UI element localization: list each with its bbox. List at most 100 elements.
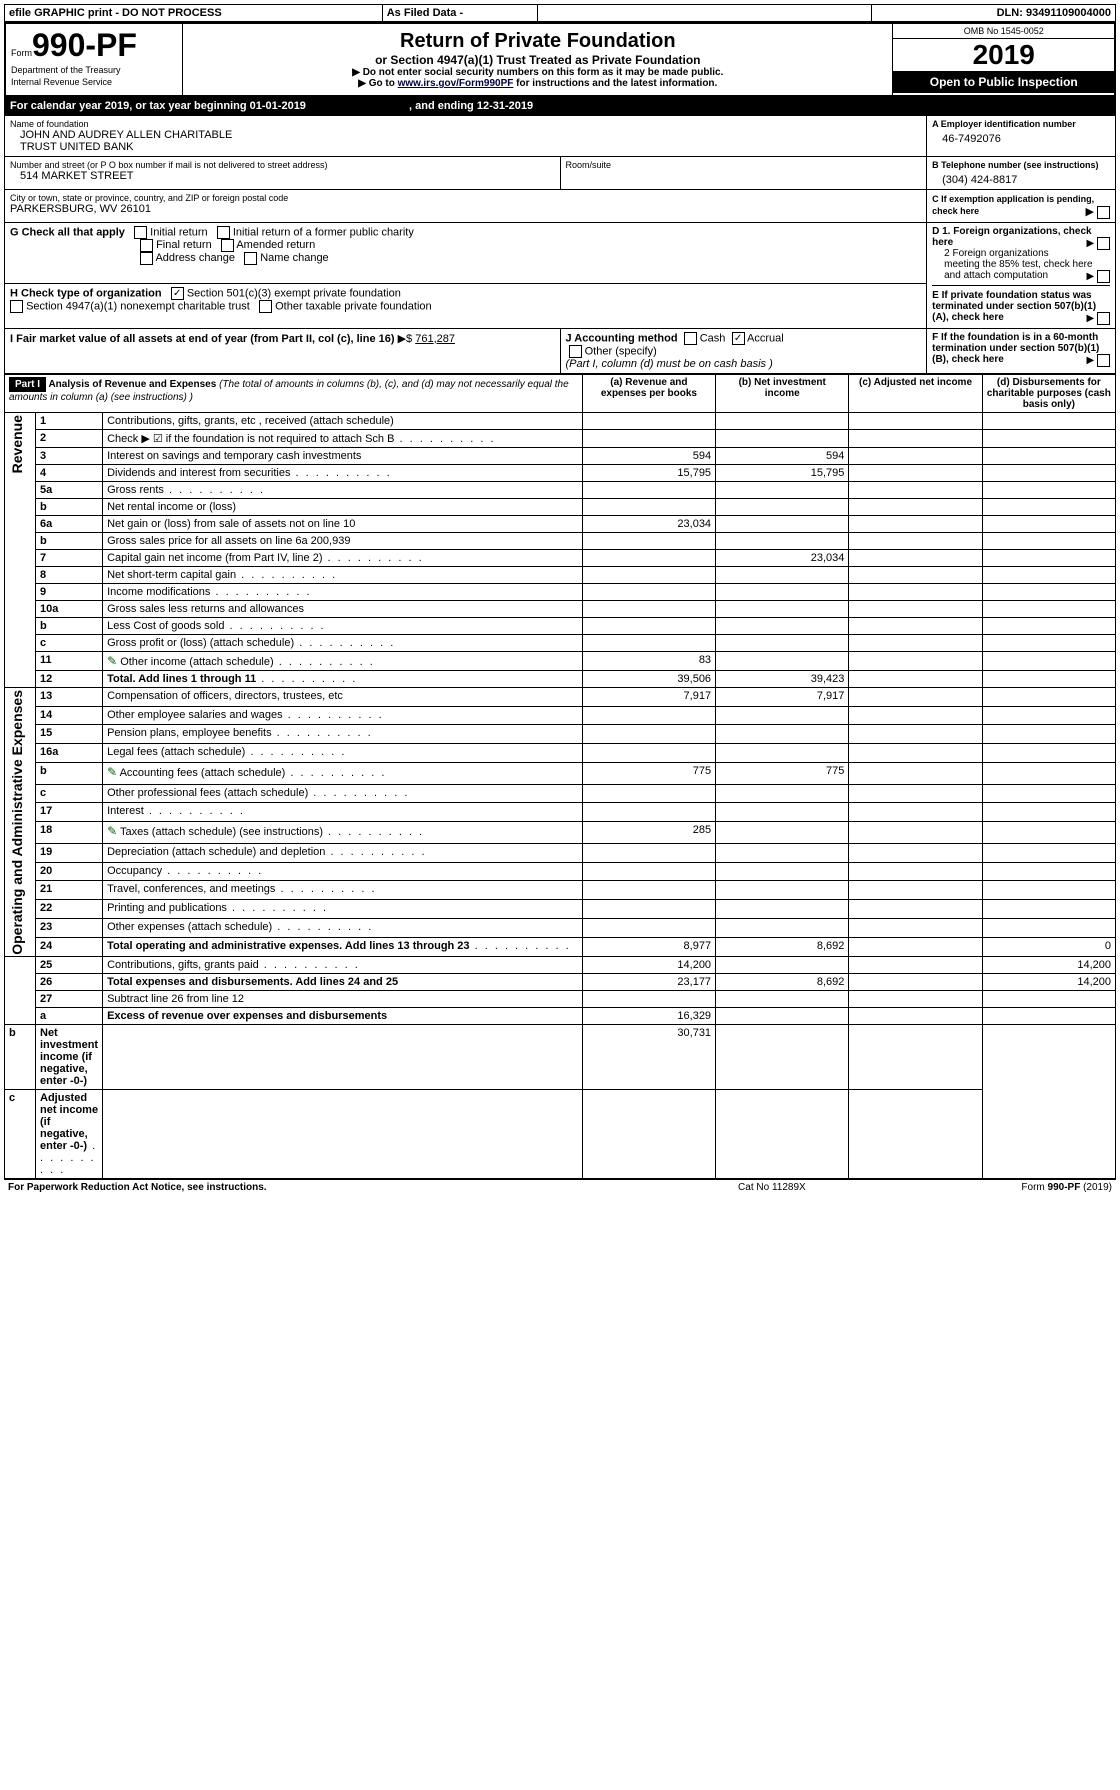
line-description: Net investment income (if negative, ente… — [36, 1025, 103, 1090]
cell-a — [582, 617, 715, 634]
line-row: bLess Cost of goods sold — [5, 617, 1116, 634]
cell-d: 14,200 — [982, 974, 1115, 991]
cell-d — [982, 481, 1115, 498]
j-cash-checkbox[interactable] — [684, 332, 697, 345]
part1-grid: Part I Analysis of Revenue and Expenses … — [4, 374, 1116, 1180]
g-namechg-checkbox[interactable] — [244, 252, 257, 265]
line-row: 10aGross sales less returns and allowanc… — [5, 600, 1116, 617]
cell-c — [849, 803, 982, 822]
line-row: cGross profit or (loss) (attach schedule… — [5, 634, 1116, 651]
c-checkbox[interactable] — [1097, 206, 1110, 219]
cell-a: 594 — [582, 447, 715, 464]
cell-b — [716, 651, 849, 670]
j-accrual-checkbox[interactable] — [732, 332, 745, 345]
line-description: Dividends and interest from securities — [103, 464, 583, 481]
addr-label: Number and street (or P O box number if … — [10, 160, 555, 170]
g-amended-checkbox[interactable] — [221, 239, 234, 252]
h-501c3-checkbox[interactable] — [171, 287, 184, 300]
cell-c — [716, 1090, 849, 1179]
attachment-icon[interactable]: ✎ — [107, 765, 117, 779]
line-description: Contributions, gifts, grants paid — [103, 957, 583, 974]
cell-b: 39,423 — [716, 670, 849, 687]
h-o2: Section 4947(a)(1) nonexempt charitable … — [26, 301, 250, 313]
h-other-checkbox[interactable] — [259, 300, 272, 313]
d2-checkbox[interactable] — [1097, 270, 1110, 283]
line-description: Net gain or (loss) from sale of assets n… — [103, 515, 583, 532]
cal-mid: , and ending — [409, 100, 477, 112]
cell-c — [849, 412, 982, 429]
line-number: 5a — [36, 481, 103, 498]
line-number: b — [36, 498, 103, 515]
g-final-checkbox[interactable] — [140, 239, 153, 252]
cell-d — [982, 617, 1115, 634]
cell-d: 0 — [982, 938, 1115, 957]
line-number: a — [36, 1008, 103, 1025]
attachment-icon[interactable]: ✎ — [107, 654, 117, 668]
cell-a — [582, 919, 715, 938]
line-number: 6a — [36, 515, 103, 532]
line-number: 26 — [36, 974, 103, 991]
cell-a — [582, 549, 715, 566]
goto-link[interactable]: www.irs.gov/Form990PF — [398, 78, 514, 89]
cell-d — [982, 429, 1115, 447]
calendar-bar: For calendar year 2019, or tax year begi… — [4, 97, 1116, 115]
h-4947-checkbox[interactable] — [10, 300, 23, 313]
cell-b: 594 — [716, 447, 849, 464]
cell-a: 16,329 — [582, 1008, 715, 1025]
cell-b — [716, 881, 849, 900]
line-description: Capital gain net income (from Part IV, l… — [103, 549, 583, 566]
d2-label: 2 Foreign organizations meeting the 85% … — [944, 248, 1092, 281]
attachment-icon[interactable]: ✎ — [107, 824, 117, 838]
cell-a — [582, 532, 715, 549]
cell-c — [849, 515, 982, 532]
g-former-checkbox[interactable] — [217, 226, 230, 239]
cell-b: 8,692 — [716, 938, 849, 957]
cell-b: 15,795 — [716, 464, 849, 481]
cell-a — [582, 843, 715, 862]
line-row: 19Depreciation (attach schedule) and dep… — [5, 843, 1116, 862]
line-number: 9 — [36, 583, 103, 600]
line-description: Income modifications — [103, 583, 583, 600]
phone-value: (304) 424-8817 — [932, 170, 1110, 186]
cell-d — [982, 549, 1115, 566]
line-description: Contributions, gifts, grants, etc , rece… — [103, 412, 583, 429]
f-label: F If the foundation is in a 60-month ter… — [932, 332, 1099, 365]
line-description: Total operating and administrative expen… — [103, 938, 583, 957]
line-description: Check ▶ ☑ if the foundation is not requi… — [103, 429, 583, 447]
dln-value: 93491109004000 — [1026, 7, 1111, 19]
goto-post: for instructions and the latest informat… — [513, 78, 717, 89]
e-checkbox[interactable] — [1097, 312, 1110, 325]
cell-d — [982, 744, 1115, 763]
cell-a — [582, 862, 715, 881]
cell-a — [582, 566, 715, 583]
g-o3: Final return — [156, 239, 212, 251]
cell-a: 83 — [582, 651, 715, 670]
line-row: 9Income modifications — [5, 583, 1116, 600]
j-other-checkbox[interactable] — [569, 345, 582, 358]
line-number: 18 — [36, 822, 103, 843]
line-number: 3 — [36, 447, 103, 464]
goto-pre: ▶ Go to — [358, 78, 397, 89]
cell-d — [849, 1025, 982, 1090]
line-row: 14Other employee salaries and wages — [5, 706, 1116, 725]
line-number: 15 — [36, 725, 103, 744]
omb-label: OMB No 1545-0052 — [893, 24, 1114, 39]
line-description: Adjusted net income (if negative, enter … — [36, 1090, 103, 1179]
form-number: 990-PF — [32, 27, 137, 63]
cell-d — [982, 1008, 1115, 1025]
line-number: 22 — [36, 900, 103, 919]
street-address: 514 MARKET STREET — [10, 170, 555, 182]
cell-b — [716, 957, 849, 974]
line-row: 26Total expenses and disbursements. Add … — [5, 974, 1116, 991]
d1-checkbox[interactable] — [1097, 237, 1110, 250]
city-label: City or town, state or province, country… — [10, 193, 921, 203]
line-description: Legal fees (attach schedule) — [103, 744, 583, 763]
line-number: 11 — [36, 651, 103, 670]
cell-b — [716, 725, 849, 744]
g-addr-checkbox[interactable] — [140, 252, 153, 265]
j-cash: Cash — [700, 332, 726, 344]
f-checkbox[interactable] — [1097, 354, 1110, 367]
g-initial-checkbox[interactable] — [134, 226, 147, 239]
line-row: bGross sales price for all assets on lin… — [5, 532, 1116, 549]
line-description: ✎ Accounting fees (attach schedule) — [103, 763, 583, 784]
